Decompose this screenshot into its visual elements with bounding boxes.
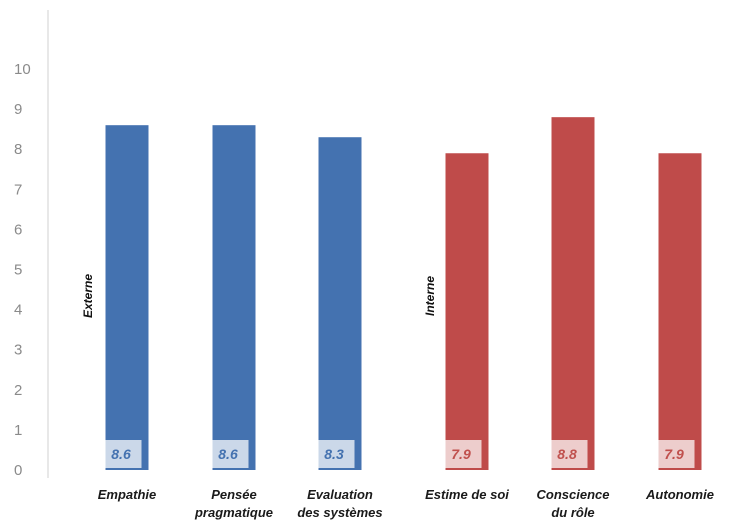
- x-category-label: Autonomie: [645, 487, 714, 502]
- y-tick-label: 4: [14, 302, 22, 319]
- value-label: 7.9: [664, 446, 684, 462]
- group-labels: Externe Interne: [81, 274, 437, 318]
- value-label-box: [100, 440, 142, 468]
- value-label-box: [313, 440, 355, 468]
- group-label: Interne: [423, 276, 437, 316]
- value-label: 8.3: [324, 446, 344, 462]
- y-tick-label: 7: [14, 181, 22, 198]
- x-category-label: Empathie: [98, 487, 157, 502]
- x-category-label: pragmatique: [194, 505, 273, 520]
- bars: [105, 117, 702, 471]
- y-tick-label: 8: [14, 141, 22, 158]
- y-tick-label: 1: [14, 422, 22, 439]
- value-label: 7.9: [451, 446, 471, 462]
- value-label: 8.8: [557, 446, 577, 462]
- value-label-box: [440, 440, 482, 468]
- bar: [318, 137, 362, 470]
- x-category-label: des systèmes: [297, 505, 382, 520]
- value-label: 8.6: [218, 446, 238, 462]
- x-category-label: Pensée: [211, 487, 257, 502]
- x-axis-labels: Empathie Pensée pragmatique Evaluation des s…: [98, 487, 714, 520]
- x-category-label: Estime de soi: [425, 487, 509, 502]
- value-label-box: [207, 440, 249, 468]
- bar: [658, 153, 702, 471]
- y-axis-ticks: 0 1 2 3 4 5 6 7 8 9 10: [14, 61, 31, 479]
- y-tick-label: 6: [14, 221, 22, 238]
- value-labels: 8.6 8.6 8.3 7.9 8.8 7.9: [100, 440, 695, 468]
- group-label: Externe: [81, 274, 95, 318]
- bar: [445, 153, 489, 471]
- y-tick-label: 3: [14, 342, 22, 359]
- y-tick-label: 5: [14, 262, 22, 279]
- y-tick-label: 2: [14, 382, 22, 399]
- y-tick-label: 0: [14, 462, 22, 479]
- value-label-box: [653, 440, 695, 468]
- value-label-box: [546, 440, 588, 468]
- y-tick-label: 10: [14, 61, 31, 78]
- value-label: 8.6: [111, 446, 131, 462]
- y-tick-label: 9: [14, 101, 22, 118]
- x-category-label: du rôle: [551, 505, 594, 520]
- bar: [105, 125, 149, 470]
- x-category-label: Conscience: [537, 487, 610, 502]
- bar: [551, 117, 595, 471]
- bar: [212, 125, 256, 470]
- x-category-label: Evaluation: [307, 487, 373, 502]
